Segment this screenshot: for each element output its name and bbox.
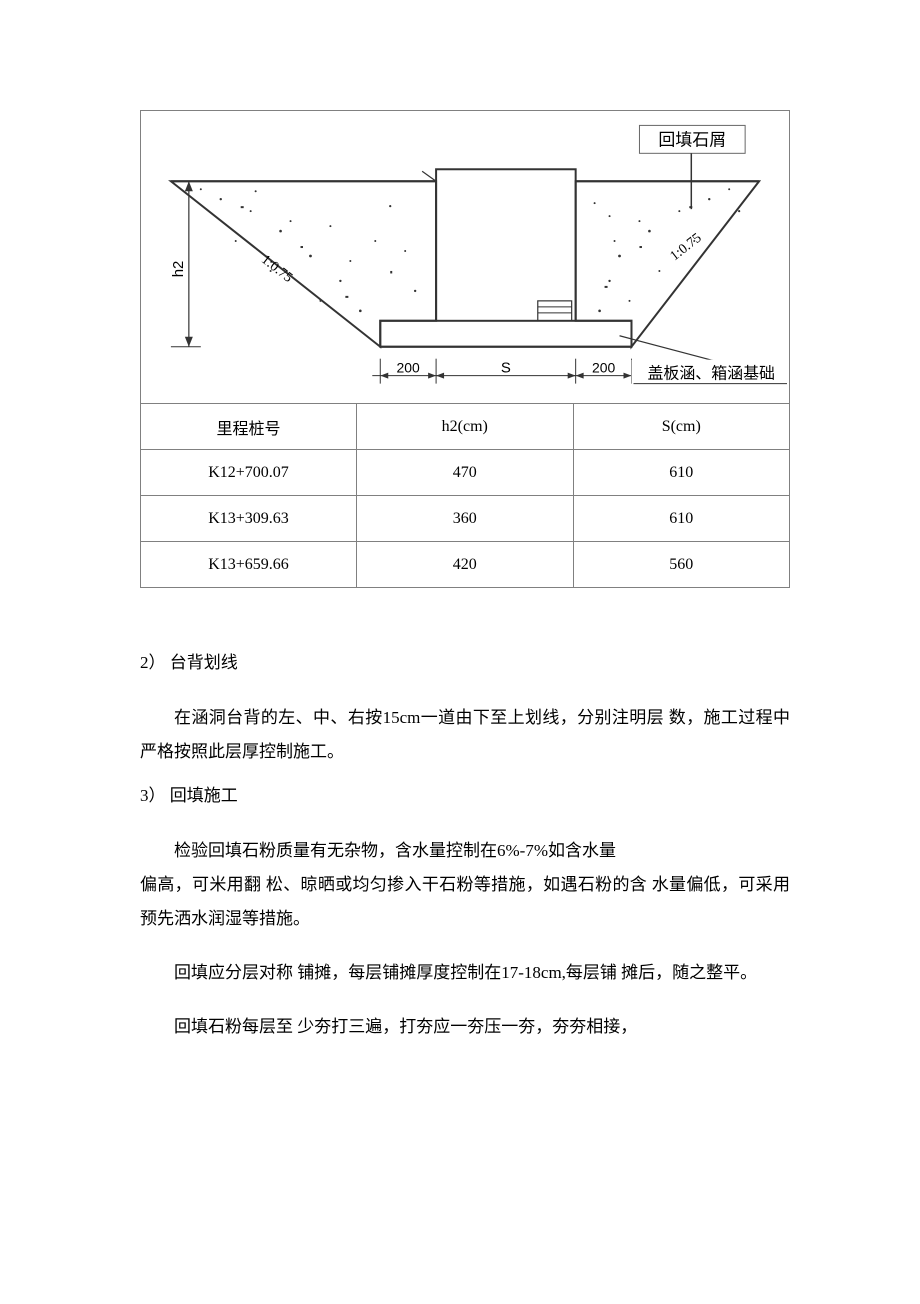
table-row: K13+309.63 360 610 [141,496,790,542]
cross-section-diagram: 回填石屑 [140,110,790,403]
table-row: K12+700.07 470 610 [141,450,790,496]
section-2-p1: 在涵洞台背的左、中、右按15cm一道由下至上划线，分别注明层 数，施工过程中严格… [140,701,790,769]
section-3-p1: 检验回填石粉质量有无杂物，含水量控制在6%-7%如含水量 [140,834,790,868]
dim-right: 200 [592,360,616,376]
slope-left: 1:0.75 [258,252,295,286]
table-header-row: 里程桩号 h2(cm) S(cm) [141,404,790,450]
section-3-heading: 3） 回填施工 [140,781,790,806]
section-2-heading: 2） 台背划线 [140,648,790,673]
label-bottom-right: 盖板涵、箱涵基础 [647,365,775,383]
section-3-p1b: 偏高，可米用翻 松、晾晒或均匀掺入干石粉等措施，如遇石粉的含 水量偏低，可采用预… [140,868,790,936]
dim-left: 200 [397,360,421,376]
label-h2: h2 [170,261,187,278]
diagram-svg: 回填石屑 [141,111,789,403]
dimensions-table: 里程桩号 h2(cm) S(cm) K12+700.07 470 610 K13… [140,403,790,588]
col-S: S(cm) [573,404,790,450]
table-row: K13+659.66 420 560 [141,542,790,588]
section-3-p3: 回填石粉每层至 少夯打三遍，打夯应一夯压一夯，夯夯相接， [140,1010,790,1044]
col-station: 里程桩号 [141,404,357,450]
col-h2: h2(cm) [357,404,574,450]
label-S: S [501,360,511,377]
label-top-right: 回填石屑 [658,130,726,149]
section-3-p2: 回填应分层对称 铺摊，每层铺摊厚度控制在17-18cm,每层铺 摊后，随之整平。 [140,956,790,990]
